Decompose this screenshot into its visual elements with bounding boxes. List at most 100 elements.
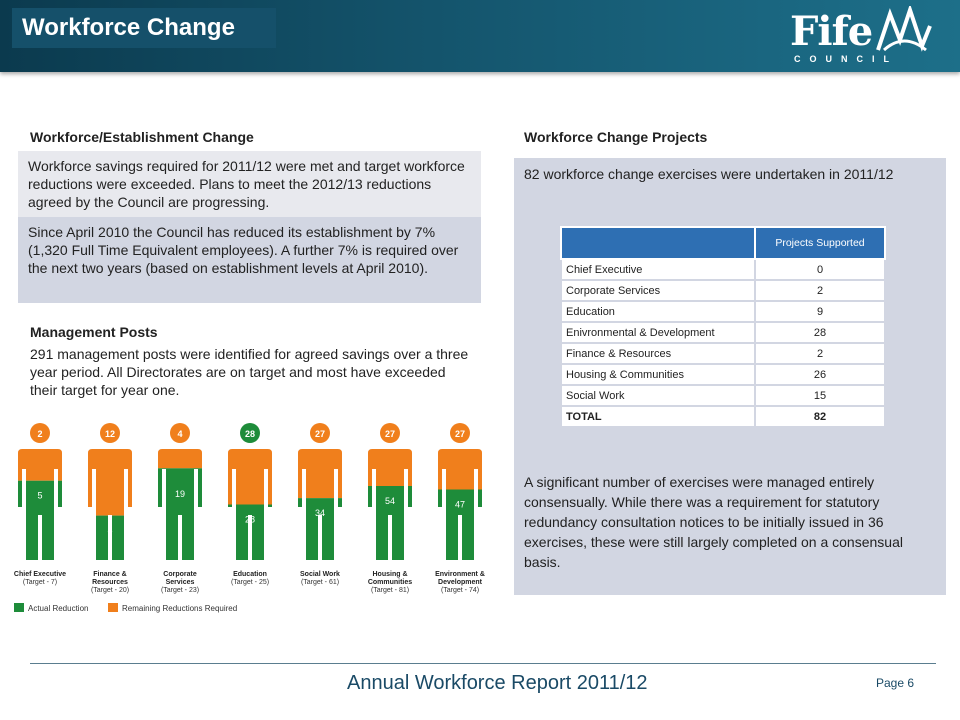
table-row-label: Housing & Communities — [560, 363, 756, 386]
figure-name: Chief Executive — [14, 571, 66, 578]
remaining-fill — [228, 449, 272, 505]
table-row-value: 82 — [754, 405, 886, 428]
actual-count: 34 — [315, 508, 325, 518]
actual-fill — [158, 468, 202, 560]
table-row-label: TOTAL — [560, 405, 756, 428]
remaining-count: 2 — [37, 429, 42, 439]
projects-intro: 82 workforce change exercises were under… — [524, 166, 894, 182]
remaining-count: 27 — [455, 429, 465, 439]
logo-word: Fife — [790, 8, 873, 55]
directorate-figure: 2 5 Chief Executive(Target - 7) — [14, 423, 66, 586]
figure-name: Finance & — [93, 571, 126, 578]
directorate-figure: 27 47 Environment &Development(Target - 74… — [435, 423, 485, 594]
title-box — [12, 8, 276, 48]
figure-name: Housing & — [373, 571, 408, 578]
table-row-value: 26 — [754, 363, 886, 386]
projects-table: Projects Supported Chief Executive 0 Corpo… — [560, 226, 886, 428]
remaining-fill — [438, 449, 482, 490]
remaining-fill — [18, 449, 62, 481]
savings-text: Workforce savings required for 2011/12 w… — [28, 158, 465, 210]
table-row: Chief Executive 0 — [560, 258, 886, 281]
figure-head — [170, 423, 190, 443]
table-row-value: 2 — [754, 342, 886, 365]
table-row: Social Work 15 — [560, 384, 886, 407]
figure-name: Development — [438, 579, 483, 586]
projects-table-header-row: Projects Supported — [560, 226, 886, 260]
directorate-figure: 27 54 Housing &Communities(Target - 81) — [368, 423, 412, 594]
remaining-count: 27 — [385, 429, 395, 439]
actual-count: 54 — [385, 496, 395, 506]
figure-head — [240, 423, 260, 443]
figure-name: Education — [233, 571, 267, 578]
remaining-fill — [368, 449, 412, 486]
remaining-count: 4 — [177, 429, 182, 439]
figure-target: (Target - 61) — [301, 579, 339, 586]
remaining-fill — [298, 449, 342, 499]
management-text: 291 management posts were identified for… — [30, 346, 469, 398]
legend-actual-swatch — [14, 603, 24, 612]
figure-target: (Target - 23) — [161, 587, 199, 594]
remaining-count: 27 — [315, 429, 325, 439]
actual-count: 19 — [175, 489, 185, 499]
table-header-blank — [560, 226, 756, 260]
savings-panel: Workforce savings required for 2011/12 w… — [18, 151, 481, 217]
table-row: Education 9 — [560, 300, 886, 323]
table-row-label: Corporate Services — [560, 279, 756, 302]
logo-mark-icon — [876, 6, 932, 52]
figure-name: Social Work — [300, 571, 340, 578]
actual-count: 5 — [37, 491, 42, 501]
legend-actual-label: Actual Reduction — [28, 604, 88, 613]
figure-target: (Target - 7) — [23, 579, 57, 586]
remaining-fill — [158, 449, 202, 469]
figure-target: (Target - 74) — [441, 587, 479, 594]
figure-head — [310, 423, 330, 443]
figure-head — [100, 423, 120, 443]
directorate-figure: 12 8 Finance &Resources(Target - 20) — [88, 423, 132, 594]
table-header-projects: Projects Supported — [754, 226, 886, 260]
figure-name: Environment & — [435, 571, 485, 578]
figure-head — [30, 423, 50, 443]
management-heading: Management Posts — [30, 324, 158, 340]
actual-count: 28 — [245, 515, 255, 525]
table-row-value: 2 — [754, 279, 886, 302]
legend-remaining-label: Remaining Reductions Required — [122, 604, 237, 613]
table-row-label: Finance & Resources — [560, 342, 756, 365]
table-row-label: Enivronmental & Development — [560, 321, 756, 344]
table-row: Housing & Communities 26 — [560, 363, 886, 386]
figure-name: Services — [166, 579, 195, 586]
figure-head — [380, 423, 400, 443]
remaining-fill — [88, 449, 132, 516]
table-row-value: 0 — [754, 258, 886, 281]
remaining-count: 12 — [105, 429, 115, 439]
right-heading: Workforce Change Projects — [524, 129, 708, 145]
left-heading: Workforce/Establishment Change — [30, 129, 254, 145]
legend: Actual Reduction Remaining Reductions Re… — [14, 603, 237, 613]
figure-name: Corporate — [163, 571, 197, 578]
management-posts-infographic: 2 5 Chief Executive(Target - 7) 12 8 Finance … — [14, 423, 485, 613]
table-row: Enivronmental & Development 28 — [560, 321, 886, 344]
actual-count: 8 — [107, 526, 112, 536]
table-row-value: 15 — [754, 384, 886, 407]
table-row-label: Chief Executive — [560, 258, 756, 281]
legend-remaining-swatch — [108, 603, 118, 612]
table-row-label: Education — [560, 300, 756, 323]
remaining-count: 28 — [245, 429, 255, 439]
projects-outro: A significant number of exercises were m… — [524, 474, 903, 570]
footer-title: Annual Workforce Report 2011/12 — [347, 672, 648, 694]
figure-target: (Target - 20) — [91, 587, 129, 594]
establishment-panel: Since April 2010 the Council has reduced… — [18, 217, 481, 303]
footer-divider — [30, 663, 936, 664]
fife-council-logo: Fife COUNCIL — [790, 4, 940, 68]
actual-count: 47 — [455, 500, 465, 510]
figure-target: (Target - 25) — [231, 579, 269, 586]
actual-fill — [228, 504, 272, 560]
directorate-figure: 27 34 Social Work(Target - 61) — [298, 423, 342, 586]
directorate-figure: 28 28 Education(Target - 25) — [228, 423, 272, 586]
figure-name: Communities — [368, 579, 412, 586]
page-number: Page 6 — [876, 676, 915, 690]
table-row-value: 9 — [754, 300, 886, 323]
table-row: Corporate Services 2 — [560, 279, 886, 302]
page-title: Workforce Change — [22, 14, 235, 41]
table-row: TOTAL 82 — [560, 405, 886, 428]
